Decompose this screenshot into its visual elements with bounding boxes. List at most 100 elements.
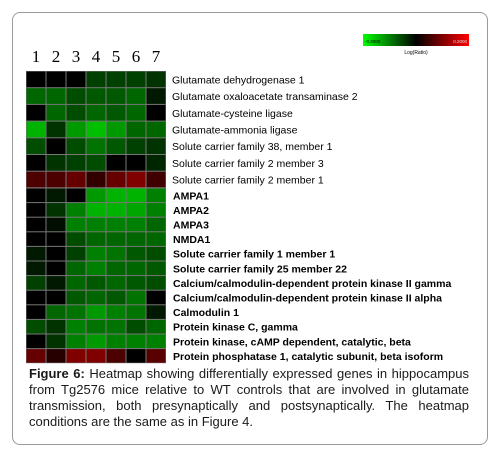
heatmap-2-cell bbox=[146, 188, 166, 203]
column-label-6: 6 bbox=[132, 47, 141, 66]
heatmap-1-cell bbox=[106, 71, 126, 88]
heatmap-2-cell bbox=[106, 203, 126, 217]
heatmap-1-cell bbox=[26, 88, 46, 104]
heatmap-1-cell bbox=[146, 138, 166, 154]
heatmap-2-cell bbox=[66, 319, 86, 334]
heatmap-2-cell bbox=[126, 261, 146, 276]
heatmap-1-row-label: Glutamate dehydrogenase 1 bbox=[172, 74, 305, 86]
heatmap-2-cell bbox=[126, 217, 146, 232]
heatmap-2-cell bbox=[26, 203, 46, 217]
column-label-4: 4 bbox=[92, 47, 101, 66]
heatmap-2-cell bbox=[106, 188, 126, 203]
figure-caption: Figure 6: Heatmap showing differentially… bbox=[29, 366, 469, 430]
column-label-3: 3 bbox=[72, 47, 81, 66]
heatmap-2-cell bbox=[146, 305, 166, 319]
heatmap-2-cell bbox=[146, 334, 166, 349]
heatmap-2-cell bbox=[66, 349, 86, 363]
heatmap-2-cell bbox=[26, 319, 46, 334]
heatmap-2-row-label: Protein kinase, cAMP dependent, catalyti… bbox=[173, 336, 411, 348]
heatmap-1-cell bbox=[86, 138, 106, 154]
heatmap-2-cell bbox=[46, 305, 66, 319]
heatmap-1-cell bbox=[106, 104, 126, 121]
heatmap-1-cell bbox=[66, 88, 86, 104]
heatmap-2-cell bbox=[66, 334, 86, 349]
heatmap-2-cell bbox=[26, 276, 46, 290]
heatmap-2-cell bbox=[66, 246, 86, 261]
heatmap-2-row-label: Protein phosphatase 1, catalytic subunit… bbox=[173, 351, 443, 363]
heatmap-1-cell bbox=[26, 104, 46, 121]
heatmap-2-cell bbox=[66, 217, 86, 232]
heatmap-1-cell bbox=[146, 71, 166, 88]
heatmap-2-cell bbox=[146, 349, 166, 363]
heatmap-1-cell bbox=[46, 88, 66, 104]
heatmap-2-cell bbox=[106, 349, 126, 363]
column-label-7: 7 bbox=[152, 47, 161, 66]
heatmap-2-cell bbox=[46, 276, 66, 290]
heatmap-1-cell bbox=[126, 121, 146, 138]
heatmap-2-cell bbox=[106, 232, 126, 246]
heatmap-2-cell bbox=[106, 246, 126, 261]
heatmap-2-cell bbox=[86, 334, 106, 349]
heatmap-2-cell bbox=[126, 334, 146, 349]
heatmap-1-cell bbox=[106, 171, 126, 188]
heatmap-2-cell bbox=[26, 290, 46, 305]
heatmap-2-cell bbox=[46, 217, 66, 232]
heatmap-1-cell bbox=[46, 104, 66, 121]
heatmap-2-cell bbox=[86, 261, 106, 276]
heatmap-2-cell bbox=[126, 232, 146, 246]
heatmap-2-cell bbox=[86, 319, 106, 334]
colorbar-max-label: 0.2000 bbox=[453, 39, 467, 44]
heatmap-2-cell bbox=[146, 232, 166, 246]
heatmap-2-cell bbox=[26, 232, 46, 246]
colorbar-label: Log(Ratio) bbox=[404, 50, 428, 56]
caption-text: Heatmap showing differentially expressed… bbox=[29, 366, 469, 429]
heatmap-1-cell bbox=[46, 71, 66, 88]
heatmap-2-cell bbox=[126, 276, 146, 290]
heatmap-1-cell bbox=[126, 138, 146, 154]
heatmap-2-cell bbox=[46, 290, 66, 305]
heatmap-1-row-label: Glutamate-ammonia ligase bbox=[172, 124, 298, 136]
heatmap-2-row-label: Solute carrier family 1 member 1 bbox=[173, 249, 335, 261]
heatmap-2-cell bbox=[46, 246, 66, 261]
heatmap-2-row-label: NMDA1 bbox=[173, 234, 210, 246]
heatmap-1-cell bbox=[86, 121, 106, 138]
heatmap-2-cell bbox=[106, 261, 126, 276]
heatmap-2-cell bbox=[86, 305, 106, 319]
heatmap-1-cell bbox=[26, 121, 46, 138]
heatmap-2-cell bbox=[46, 232, 66, 246]
heatmap-2-cell bbox=[26, 334, 46, 349]
heatmap-2-cell bbox=[26, 217, 46, 232]
heatmap-1-cell bbox=[126, 88, 146, 104]
heatmap-1-cell bbox=[26, 171, 46, 188]
heatmap-1-cell bbox=[126, 104, 146, 121]
heatmap-2-cell bbox=[146, 203, 166, 217]
heatmap-2-cell bbox=[86, 276, 106, 290]
heatmap-2-cell bbox=[46, 349, 66, 363]
heatmap-2-cell bbox=[26, 305, 46, 319]
heatmap-2-cell bbox=[46, 188, 66, 203]
caption-label: Figure 6: bbox=[29, 366, 85, 381]
heatmap-2-cell bbox=[66, 305, 86, 319]
heatmap-2-cell bbox=[106, 305, 126, 319]
heatmap-2-cell bbox=[86, 349, 106, 363]
heatmap-2-cell bbox=[146, 261, 166, 276]
heatmap-2-row-label: Solute carrier family 25 member 22 bbox=[173, 263, 347, 275]
heatmap-1-cell bbox=[126, 155, 146, 171]
column-label-5: 5 bbox=[112, 47, 121, 66]
colorbar bbox=[363, 34, 469, 46]
heatmap-1-cell bbox=[86, 88, 106, 104]
heatmap-1-cell bbox=[46, 155, 66, 171]
heatmap-1-cell bbox=[146, 88, 166, 104]
heatmap-2-cell bbox=[26, 188, 46, 203]
heatmap-2-cell bbox=[46, 261, 66, 276]
heatmap-1-cell bbox=[86, 155, 106, 171]
heatmap-1-cell bbox=[26, 71, 46, 88]
heatmap-1-cell bbox=[46, 171, 66, 188]
heatmap-2-cell bbox=[66, 188, 86, 203]
heatmap-1-cell bbox=[126, 71, 146, 88]
heatmap-2-row-label: Protein kinase C, gamma bbox=[173, 322, 298, 334]
heatmap-2-row-label: AMPA3 bbox=[173, 220, 209, 232]
heatmap-2-cell bbox=[66, 232, 86, 246]
heatmap-1-cell bbox=[46, 138, 66, 154]
